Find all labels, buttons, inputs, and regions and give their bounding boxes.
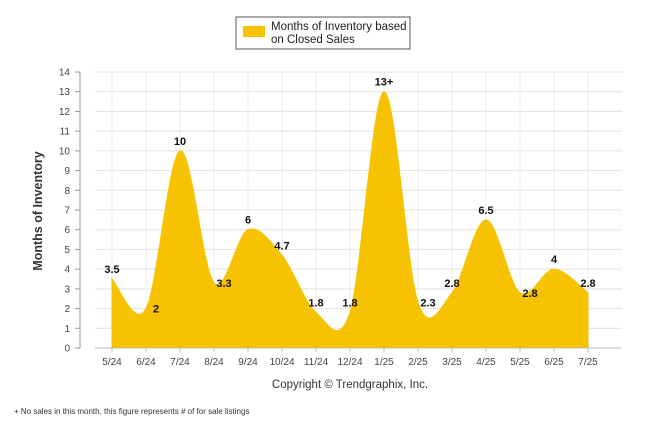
y-tick-label: 6: [64, 225, 70, 236]
y-axis-title: Months of Inventory: [31, 151, 45, 270]
y-tick-label: 9: [64, 166, 70, 177]
y-tick-label: 3: [64, 284, 70, 295]
x-tick-label: 1/25: [374, 357, 394, 368]
data-label: 3.3: [216, 278, 231, 290]
area-series: [111, 91, 589, 349]
x-axis: 5/24 6/24 7/24 8/24 9/24 10/24 11/24 12/24 1/25 2…: [95, 347, 622, 368]
area-fill: [111, 91, 589, 349]
x-tick-label: 6/25: [544, 357, 564, 368]
data-label: 4.7: [274, 240, 289, 252]
x-tick-label: 7/25: [578, 357, 598, 368]
legend: Months of Inventory based on Closed Sale…: [235, 16, 411, 50]
legend-line-2: on Closed Sales: [271, 34, 355, 46]
x-tick-label: 9/24: [238, 357, 258, 368]
y-tick-label: 1: [64, 324, 70, 335]
y-tick-label: 8: [64, 186, 70, 197]
y-tick-label: 7: [64, 206, 70, 217]
data-label: 1.8: [342, 298, 357, 310]
x-tick-label: 2/25: [408, 357, 428, 368]
x-tick-label: 10/24: [269, 357, 294, 368]
x-tick-label: 7/24: [170, 357, 190, 368]
data-labels: 3.5 2 10 3.3 6 4.7 1.8 1.8 13+ 2.3 2.8 6.5 2.8 4 2.8: [104, 77, 595, 316]
y-tick-label: 12: [59, 107, 71, 118]
data-label: 6: [245, 215, 251, 227]
x-tick-label: 11/24: [304, 357, 329, 368]
data-label: 2.8: [580, 278, 595, 290]
x-tick-label: 12/24: [337, 357, 362, 368]
data-label: 2.8: [444, 278, 459, 290]
data-label: 1.8: [308, 298, 323, 310]
y-tick-label: 2: [64, 304, 70, 315]
data-label: 6.5: [478, 205, 493, 217]
copyright-text: Copyright © Trendgraphix, Inc.: [272, 379, 428, 391]
data-label: 2.3: [420, 298, 435, 310]
x-tick-label: 5/24: [102, 357, 122, 368]
footnote-text: + No sales in this month, this figure re…: [14, 407, 249, 416]
data-label: 3.5: [104, 264, 119, 276]
y-tick-label: 4: [64, 265, 70, 276]
y-tick-label: 13: [59, 87, 71, 98]
x-tick-label: 4/25: [476, 357, 496, 368]
legend-swatch: [243, 26, 265, 37]
x-tick-label: 5/25: [510, 357, 530, 368]
x-tick-label: 6/24: [136, 357, 156, 368]
data-label: 2: [153, 304, 159, 316]
data-label: 4: [551, 254, 558, 266]
y-tick-label: 14: [59, 68, 71, 79]
x-tick-label: 3/25: [442, 357, 462, 368]
y-tick-label: 10: [59, 146, 71, 157]
y-tick-label: 11: [60, 127, 71, 138]
y-tick-label: 5: [64, 245, 70, 256]
x-tick-label: 8/24: [204, 357, 224, 368]
data-label: 2.8: [522, 288, 537, 300]
legend-line-1: Months of Inventory based: [271, 21, 407, 33]
data-label: 10: [174, 136, 186, 148]
data-label: 13+: [375, 77, 394, 89]
y-tick-label: 0: [64, 344, 70, 355]
